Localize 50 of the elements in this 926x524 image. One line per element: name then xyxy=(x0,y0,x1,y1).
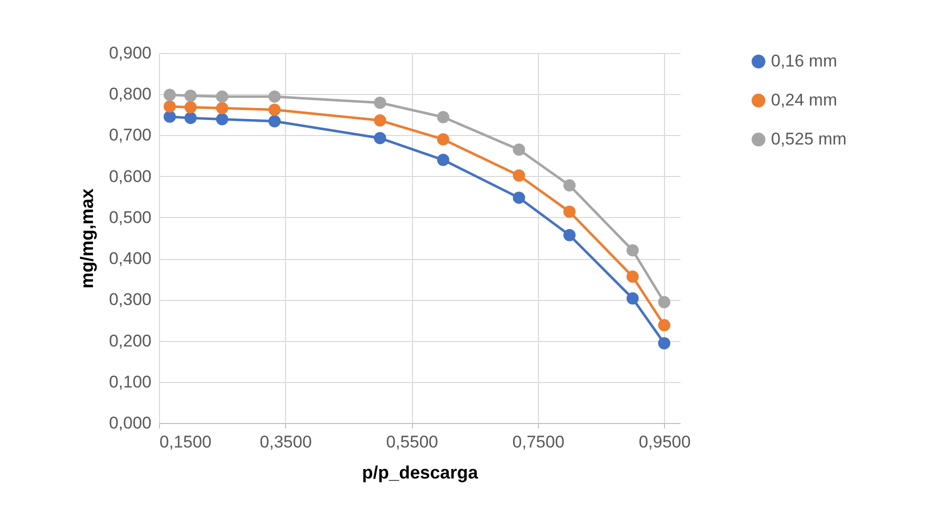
point xyxy=(268,90,281,103)
y-tick-label: 0,600 xyxy=(108,166,152,186)
point xyxy=(184,90,197,102)
point xyxy=(626,270,639,283)
point xyxy=(374,114,386,127)
point xyxy=(437,154,450,166)
y-tick-label: 0,000 xyxy=(108,414,152,432)
point xyxy=(164,100,176,113)
x-tick-label: 0,9500 xyxy=(638,432,691,452)
point xyxy=(437,133,450,146)
y-tick-label: 0,300 xyxy=(108,290,152,310)
y-tick-label: 0,900 xyxy=(108,44,152,62)
y-tick-label: 0,400 xyxy=(108,249,152,268)
point xyxy=(374,96,386,109)
point xyxy=(268,115,281,128)
point xyxy=(563,229,576,242)
x-tick-label: 0,5500 xyxy=(386,432,438,452)
point xyxy=(512,144,526,156)
point xyxy=(184,101,197,114)
x-tick-label: 0,7500 xyxy=(512,432,564,452)
point xyxy=(658,337,670,350)
point xyxy=(216,90,228,103)
x-axis-title: p/p_descarga xyxy=(362,462,480,482)
point xyxy=(626,292,639,305)
x-tick-label: 0,1500 xyxy=(160,432,212,452)
point xyxy=(512,192,526,204)
point xyxy=(184,112,197,124)
legend-label: 0,16 mm xyxy=(771,52,838,70)
y-tick-label: 0,700 xyxy=(108,126,152,145)
y-tick-label: 0,200 xyxy=(108,331,152,350)
point xyxy=(437,111,450,124)
point xyxy=(216,102,228,114)
x-tick-label: 0,3500 xyxy=(260,432,312,452)
point xyxy=(164,110,176,123)
point xyxy=(626,244,639,256)
point xyxy=(512,169,526,182)
point xyxy=(164,88,176,102)
point xyxy=(216,113,228,126)
point xyxy=(658,319,670,332)
point xyxy=(268,104,281,116)
point xyxy=(563,206,576,218)
y-axis-title: mg/mg,max xyxy=(76,188,97,289)
point xyxy=(374,132,386,144)
legend-label: 0,24 mm xyxy=(771,90,838,110)
point xyxy=(563,179,576,192)
y-tick-label: 0,500 xyxy=(108,208,152,227)
legend-label: 0,525 mm xyxy=(771,130,847,148)
point xyxy=(658,296,670,308)
y-tick-label: 0,800 xyxy=(108,84,152,104)
y-tick-label: 0,100 xyxy=(108,372,152,392)
